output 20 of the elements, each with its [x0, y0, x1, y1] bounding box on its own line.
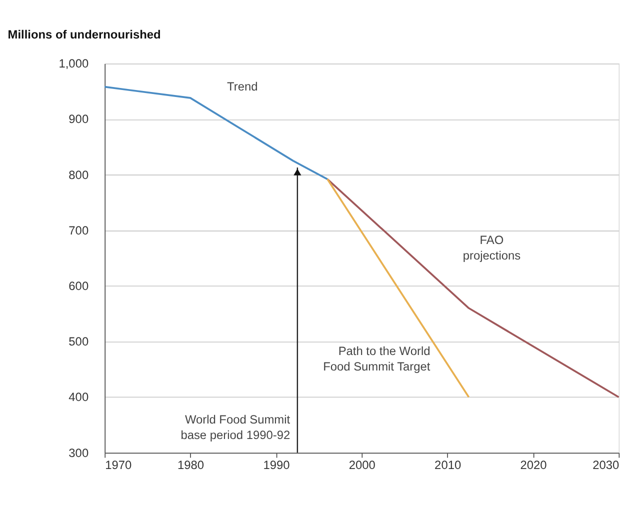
x-tick-label: 2010 [434, 458, 462, 472]
x-tick-label: 1980 [178, 458, 204, 472]
y-tick-label: 1,000 [58, 56, 89, 71]
y-axis-title: Millions of undernourished [8, 28, 161, 42]
x-tick-label: 2030 [592, 458, 620, 472]
y-tick-label: 400 [68, 390, 89, 404]
series-label: Path to the World Food Summit Target [323, 344, 431, 374]
x-tick-label: 1990 [263, 458, 290, 472]
y-tick-label: 900 [68, 112, 89, 126]
series-label: Trend [227, 80, 258, 94]
x-tick-label: 2020 [520, 458, 548, 472]
y-tick-label: 500 [68, 334, 89, 349]
annotation: World Food Summit base period 1990-92 [180, 412, 291, 442]
text: FAO projections [462, 232, 521, 262]
x-tick-label: 1970 [105, 458, 132, 472]
x-tick-label: 2000 [348, 458, 376, 472]
y-tick-label: 600 [68, 279, 89, 294]
y-tick-label: 300 [68, 446, 89, 460]
y-tick-label: 800 [68, 168, 89, 182]
y-tick-label: 700 [68, 223, 89, 238]
